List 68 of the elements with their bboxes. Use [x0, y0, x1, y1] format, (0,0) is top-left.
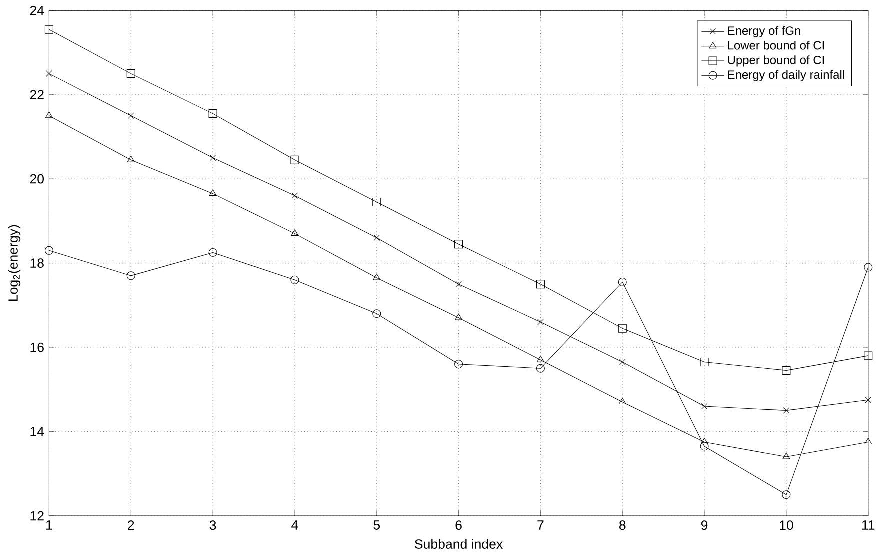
- point: [290, 156, 300, 164]
- point: [536, 356, 544, 362]
- point: [45, 112, 53, 118]
- x-axis-title: Subband index: [415, 539, 503, 550]
- point: [209, 190, 217, 196]
- point: [126, 70, 136, 78]
- point: [128, 112, 134, 120]
- point: [618, 324, 627, 333]
- point: [782, 366, 791, 375]
- point: [44, 25, 54, 34]
- x-tick-label: 2: [128, 520, 134, 530]
- y-tick-label: 24: [30, 6, 44, 16]
- y-tick-label: 22: [30, 90, 44, 100]
- y-tick-label: 14: [30, 427, 44, 436]
- y-tick-label: 12: [30, 511, 44, 521]
- point: [782, 452, 790, 460]
- point: [618, 278, 627, 287]
- point: [536, 280, 545, 289]
- point: [44, 246, 54, 255]
- x-tick-label: 3: [210, 520, 216, 530]
- point: [783, 408, 790, 414]
- point: [700, 358, 709, 367]
- point: [374, 235, 380, 242]
- x-tick-label: 1: [46, 520, 52, 530]
- point: [864, 438, 872, 445]
- point: [864, 263, 873, 272]
- point: [701, 403, 708, 410]
- point: [700, 438, 708, 445]
- point: [620, 359, 626, 366]
- x-tick-label: 11: [862, 520, 875, 530]
- point: [618, 398, 626, 405]
- point: [290, 276, 300, 284]
- x-tick-label: 8: [620, 520, 626, 530]
- point: [454, 240, 464, 249]
- legend-label: Energy of daily rainfall: [728, 70, 844, 82]
- x-tick-label: 4: [292, 520, 298, 530]
- x-tick-label: 10: [780, 520, 794, 530]
- x-tick-label: 5: [374, 520, 380, 530]
- legend-label: Upper bound of CI: [728, 56, 824, 67]
- point: [455, 314, 463, 320]
- legend-label: Energy of fGn: [728, 26, 800, 38]
- y-axis-title: Log$_{2}$(energy): [8, 225, 21, 302]
- point: [208, 110, 218, 118]
- y-tick-label: 16: [30, 342, 44, 352]
- point: [782, 490, 791, 500]
- point: [292, 192, 298, 200]
- y-tick-label: 18: [30, 258, 44, 268]
- point: [865, 397, 872, 404]
- x-tick-label: 7: [538, 520, 544, 530]
- point: [291, 230, 299, 236]
- point: [372, 198, 382, 207]
- point: [536, 364, 545, 373]
- point: [864, 352, 873, 360]
- point: [46, 70, 52, 77]
- y-tick-label: 20: [30, 174, 44, 184]
- point: [538, 319, 544, 326]
- point: [456, 281, 462, 288]
- legend-label: Lower bound of CI: [728, 41, 824, 50]
- point: [126, 272, 136, 280]
- x-tick-label: 6: [456, 520, 462, 530]
- point: [127, 156, 135, 162]
- point: [208, 248, 218, 258]
- x-tick-label: 9: [701, 520, 708, 530]
- point: [210, 155, 216, 162]
- point: [372, 310, 382, 318]
- point: [700, 442, 709, 451]
- point: [373, 274, 381, 280]
- point: [454, 360, 464, 369]
